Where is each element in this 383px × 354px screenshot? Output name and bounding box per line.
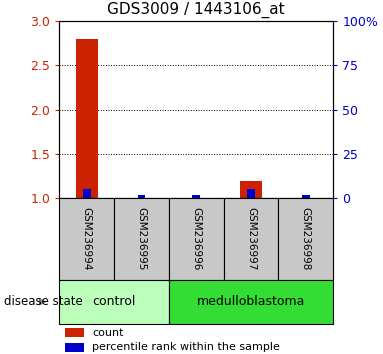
- Text: percentile rank within the sample: percentile rank within the sample: [92, 342, 280, 352]
- Bar: [65, 329, 84, 337]
- Bar: [59, 280, 169, 324]
- Text: disease state: disease state: [4, 295, 83, 308]
- Text: GSM236997: GSM236997: [246, 207, 256, 271]
- Bar: [247, 189, 255, 198]
- Title: GDS3009 / 1443106_at: GDS3009 / 1443106_at: [108, 2, 285, 18]
- Bar: [240, 181, 262, 198]
- Bar: [114, 198, 169, 280]
- Text: medulloblastoma: medulloblastoma: [197, 295, 305, 308]
- Text: GSM236996: GSM236996: [191, 207, 201, 271]
- Bar: [59, 198, 114, 280]
- Text: GSM236994: GSM236994: [82, 207, 92, 271]
- Bar: [76, 39, 98, 198]
- Text: GSM236995: GSM236995: [136, 207, 147, 271]
- Text: GSM236998: GSM236998: [301, 207, 311, 271]
- Bar: [302, 195, 310, 198]
- Text: count: count: [92, 328, 124, 338]
- Bar: [224, 198, 278, 280]
- Bar: [169, 198, 224, 280]
- Bar: [83, 189, 91, 198]
- Bar: [65, 343, 84, 352]
- Bar: [192, 195, 200, 198]
- Bar: [278, 198, 333, 280]
- Bar: [137, 195, 146, 198]
- Text: control: control: [92, 295, 136, 308]
- Bar: [169, 280, 333, 324]
